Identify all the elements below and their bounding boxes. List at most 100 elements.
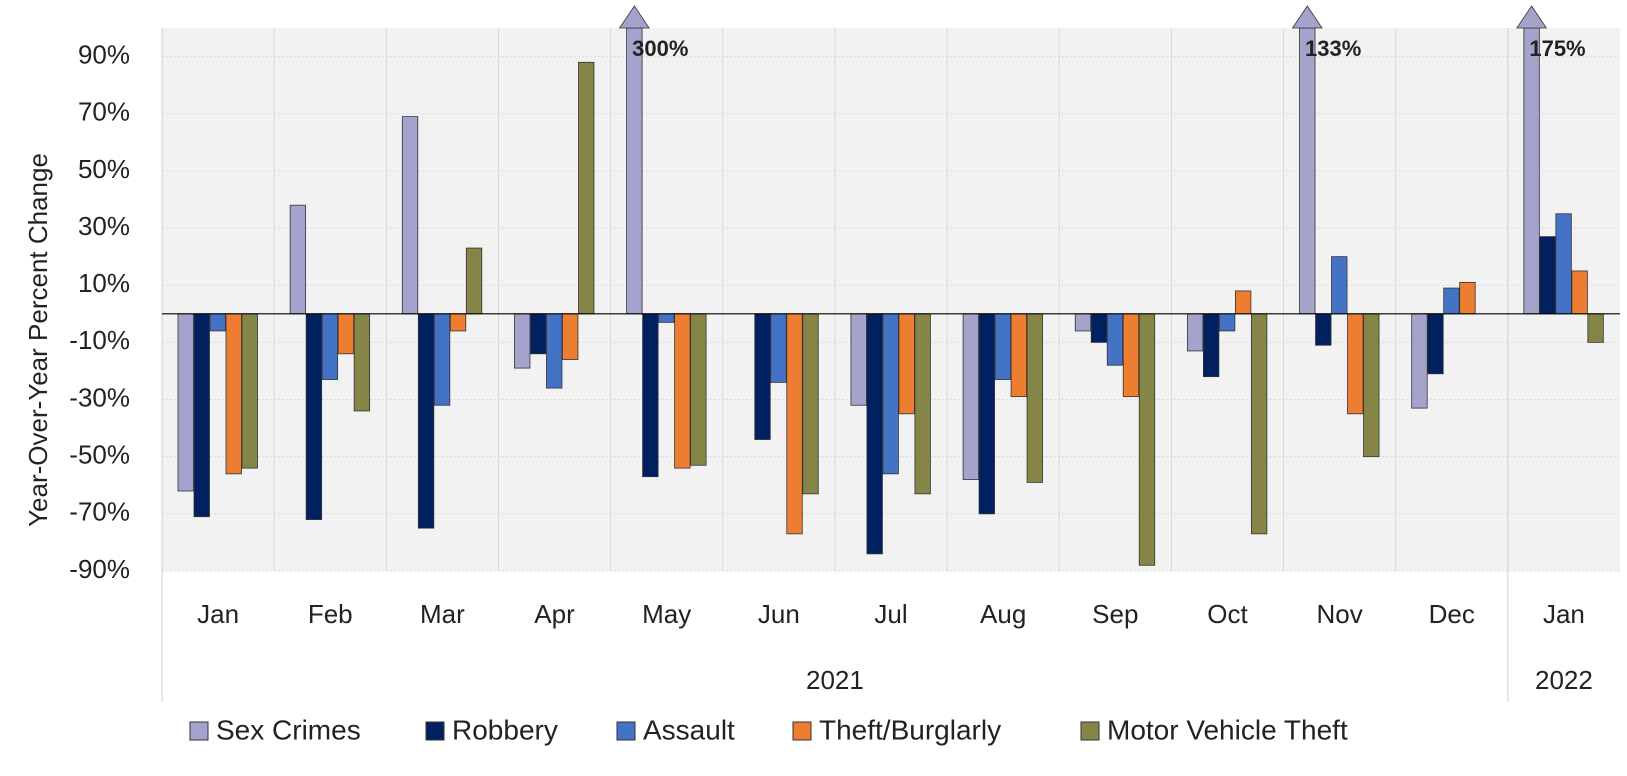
bar bbox=[690, 313, 707, 466]
legend-label: Sex Crimes bbox=[216, 714, 361, 745]
bar bbox=[241, 313, 258, 469]
bar bbox=[1363, 313, 1380, 458]
bar bbox=[225, 313, 242, 475]
bar bbox=[1074, 313, 1092, 332]
legend-swatch bbox=[616, 721, 636, 741]
bar bbox=[1218, 313, 1236, 332]
y-tick-label: 30% bbox=[78, 211, 130, 241]
legend-swatch bbox=[1080, 721, 1100, 741]
bar bbox=[866, 313, 883, 555]
x-tick-label: Mar bbox=[420, 599, 465, 629]
legend-swatch bbox=[189, 721, 209, 741]
bar bbox=[1250, 313, 1268, 535]
bar bbox=[1411, 313, 1428, 409]
bar bbox=[177, 313, 194, 492]
group-label: 2021 bbox=[806, 665, 864, 695]
y-tick-label: -50% bbox=[69, 440, 130, 470]
legend-label: Assault bbox=[643, 714, 735, 745]
bar bbox=[449, 313, 467, 332]
bar bbox=[417, 313, 435, 529]
bar bbox=[802, 313, 819, 495]
bar bbox=[1106, 313, 1124, 366]
x-tick-label: Jan bbox=[1543, 599, 1585, 629]
bar bbox=[658, 313, 675, 323]
y-tick-label: 90% bbox=[78, 39, 130, 69]
bar bbox=[578, 61, 595, 315]
x-tick-label: May bbox=[642, 599, 691, 629]
bar bbox=[1090, 313, 1108, 343]
x-tick-label: Jun bbox=[758, 599, 800, 629]
bar bbox=[1122, 313, 1140, 398]
bar bbox=[321, 313, 339, 380]
overflow-arrow bbox=[618, 5, 650, 29]
bar bbox=[754, 313, 771, 440]
bar bbox=[433, 313, 451, 406]
legend-swatch bbox=[792, 721, 812, 741]
bar bbox=[786, 313, 803, 535]
bar bbox=[562, 313, 579, 360]
bar bbox=[1331, 256, 1348, 315]
bar bbox=[353, 313, 371, 412]
group-label: 2022 bbox=[1535, 665, 1593, 695]
bar bbox=[770, 313, 787, 383]
bar bbox=[1138, 313, 1156, 566]
x-tick-label: Sep bbox=[1092, 599, 1138, 629]
bar bbox=[1315, 313, 1332, 346]
bar bbox=[1555, 213, 1572, 315]
bar bbox=[1571, 270, 1588, 315]
x-tick-label: Dec bbox=[1429, 599, 1475, 629]
legend-label: Theft/Burglarly bbox=[819, 714, 1001, 745]
bar bbox=[1427, 313, 1444, 375]
bar bbox=[898, 313, 915, 415]
bar bbox=[1010, 313, 1027, 398]
x-tick-label: Feb bbox=[308, 599, 353, 629]
bar bbox=[546, 313, 563, 389]
y-tick-label: -30% bbox=[69, 382, 130, 412]
x-tick-label: Nov bbox=[1316, 599, 1362, 629]
bar bbox=[530, 313, 547, 355]
bar bbox=[850, 313, 867, 406]
bar bbox=[1459, 281, 1476, 315]
overflow-arrow bbox=[1516, 5, 1548, 29]
y-tick-label: -90% bbox=[69, 554, 130, 584]
y-tick-label: 10% bbox=[78, 268, 130, 298]
bar bbox=[882, 313, 899, 475]
bar bbox=[1587, 313, 1604, 343]
bar bbox=[305, 313, 323, 520]
bar bbox=[1443, 287, 1460, 315]
bar bbox=[1234, 290, 1252, 315]
overflow-arrow bbox=[1291, 5, 1323, 29]
x-tick-label: Jul bbox=[874, 599, 907, 629]
bar bbox=[465, 247, 483, 315]
legend-label: Motor Vehicle Theft bbox=[1107, 714, 1348, 745]
y-tick-label: -70% bbox=[69, 497, 130, 527]
bar bbox=[1539, 236, 1556, 315]
x-tick-label: Aug bbox=[980, 599, 1026, 629]
bar bbox=[914, 313, 931, 495]
bar bbox=[962, 313, 979, 480]
legend-swatch bbox=[425, 721, 445, 741]
bar bbox=[289, 204, 307, 315]
x-tick-label: Oct bbox=[1207, 599, 1248, 629]
plot-area bbox=[162, 28, 1620, 571]
y-axis-title: Year-Over-Year Percent Change bbox=[23, 153, 53, 527]
legend-label: Robbery bbox=[452, 714, 558, 745]
value-label: 300% bbox=[632, 36, 688, 61]
value-label: 175% bbox=[1529, 36, 1585, 61]
bar bbox=[1299, 27, 1316, 315]
value-label: 133% bbox=[1305, 36, 1361, 61]
bar bbox=[1202, 313, 1220, 378]
bar bbox=[994, 313, 1011, 380]
bar bbox=[1347, 313, 1364, 415]
bar bbox=[1186, 313, 1204, 352]
bar bbox=[337, 313, 355, 355]
bar bbox=[514, 313, 531, 369]
bar bbox=[1026, 313, 1043, 483]
y-tick-label: 70% bbox=[78, 97, 130, 127]
bar bbox=[1523, 27, 1540, 315]
y-tick-label: -10% bbox=[69, 325, 130, 355]
bar bbox=[626, 27, 643, 315]
bar bbox=[978, 313, 995, 515]
bar bbox=[674, 313, 691, 469]
